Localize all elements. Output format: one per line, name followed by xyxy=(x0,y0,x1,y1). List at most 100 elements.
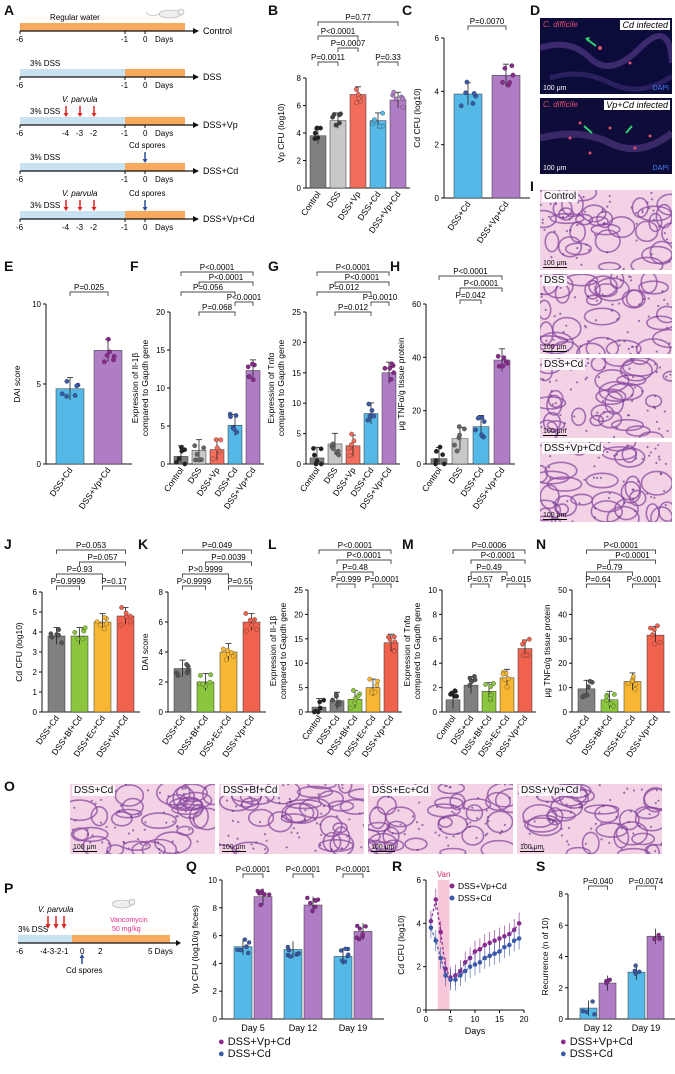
histology-image: DSS+Vp+Cd 100 μm xyxy=(517,784,662,854)
fluor-scale-top: 100 μm xyxy=(543,85,567,92)
data-point xyxy=(443,973,448,978)
data-point xyxy=(82,625,88,631)
data-point xyxy=(318,446,324,452)
data-point xyxy=(391,370,396,376)
fluor-dapi-top: DAPI xyxy=(652,85,669,92)
vp-dose-arrow-icon xyxy=(91,207,97,211)
histology-image: DSS+Bf+Cd 100 μm xyxy=(219,784,364,854)
data-point xyxy=(250,361,255,367)
data-point xyxy=(434,448,439,454)
data-point xyxy=(102,615,107,620)
data-point xyxy=(400,96,406,101)
p-value: P<0.0001 xyxy=(236,865,271,874)
bar xyxy=(453,93,483,199)
data-point xyxy=(247,617,253,623)
treatment-label: 3% DSS xyxy=(30,153,60,162)
data-point xyxy=(523,652,529,658)
histology-texture xyxy=(540,358,672,438)
p-value: P=0.999 xyxy=(331,575,362,584)
data-point xyxy=(367,413,373,419)
p-value: P<0.0001 xyxy=(345,273,380,282)
data-point xyxy=(231,426,237,432)
bar xyxy=(253,896,273,1020)
fluor-group-label-bottom: Vp+Cd infected xyxy=(604,100,670,110)
fluor-texture-top xyxy=(540,33,672,92)
recovery-bar xyxy=(125,117,185,125)
arrow-head-icon xyxy=(193,216,199,222)
chart-root: 0 5 10 15 20 25 Expression of Tnfα compared to … xyxy=(266,263,400,511)
vp-label: V. parvula xyxy=(62,189,98,198)
legend-marker xyxy=(449,895,455,901)
data-point xyxy=(507,931,512,937)
data-point xyxy=(56,632,61,638)
arrow-head-icon xyxy=(176,940,181,946)
data-point xyxy=(351,438,357,444)
data-point xyxy=(250,377,256,383)
data-point xyxy=(288,954,293,959)
p-value: P=0.79 xyxy=(597,563,623,572)
data-point xyxy=(433,938,439,943)
y-tick-label: 4 xyxy=(435,87,440,96)
data-point xyxy=(355,92,361,97)
data-point xyxy=(629,678,635,684)
data-point xyxy=(234,429,240,435)
bar xyxy=(349,94,367,189)
fluor-scale-bottom: 100 μm xyxy=(543,165,567,172)
x-tick-label: Control xyxy=(162,465,186,493)
significance-bracket: P=0.012 xyxy=(334,303,372,316)
x-tick-label: 10 xyxy=(471,1015,480,1024)
y-tick-label: 6 xyxy=(559,921,564,930)
significance-bracket: P<0.0001 xyxy=(317,27,359,40)
data-point xyxy=(386,634,391,640)
x-tick-label: Control xyxy=(299,189,323,217)
histology-texture xyxy=(219,784,364,854)
cd-label: Cd spores xyxy=(129,189,165,198)
scale-bar-label: 100 μm xyxy=(222,844,246,852)
data-point xyxy=(437,444,443,450)
y-axis-label: Expression of Tnfα xyxy=(402,615,412,686)
p-value: P=0.57 xyxy=(467,575,493,584)
panel-l-chart: 0 5 10 15 20 25 Expression of Il-1β compared to… xyxy=(268,541,402,777)
data-point xyxy=(295,951,301,957)
data-point xyxy=(458,973,463,978)
data-point xyxy=(656,932,661,938)
data-point xyxy=(509,63,515,69)
y-tick-label: 40 xyxy=(558,610,567,619)
x-tick-label: 20 xyxy=(520,1015,529,1024)
chart-root: 0 2 4 6 8 10 Expression of Tnfα compared to Gap… xyxy=(402,541,536,759)
data-point xyxy=(366,401,372,407)
legend-entry: DSS+Vp+Cd xyxy=(458,881,507,891)
cd-label: Cd spores xyxy=(66,966,102,975)
p-value: P=0.55 xyxy=(227,577,253,586)
data-point xyxy=(472,949,478,954)
panel-r-chart: Van 0 2 4 6 0 5 10 15 20 Days Cd CFU (log10) DSS+Vp+… xyxy=(392,864,532,1069)
y-tick-label: 3 xyxy=(33,648,38,657)
p-value: P=0.015 xyxy=(501,575,532,584)
y-tick-label: 5 xyxy=(299,684,304,693)
data-point xyxy=(101,626,107,632)
data-point xyxy=(440,452,445,458)
panel-letter-b: B xyxy=(268,2,279,18)
y-tick-label: 6 xyxy=(433,635,438,644)
y-axis-label: Expression of Tnfα xyxy=(266,352,276,423)
histology-label: DSS xyxy=(542,275,567,286)
tick-label: 2 xyxy=(98,947,103,956)
x-tick-label: DSS+Vp+Cd xyxy=(77,465,113,511)
data-point xyxy=(365,417,371,423)
significance-bracket: P<0.0001 xyxy=(586,541,656,554)
p-value: P=0.64 xyxy=(585,575,611,584)
data-point xyxy=(354,100,360,105)
data-point xyxy=(208,672,214,678)
tick-label: -2 xyxy=(90,129,98,138)
data-point xyxy=(127,613,133,619)
data-point xyxy=(400,104,406,110)
y-tick-label: 6 xyxy=(159,618,164,627)
data-point xyxy=(192,443,198,449)
p-value: P<0.0001 xyxy=(347,551,382,560)
y-axis-label: μg TNFα/g tissue protein xyxy=(542,604,552,698)
vp-dose-arrow-icon xyxy=(63,113,69,117)
p-value: P<0.0001 xyxy=(321,27,356,36)
data-point xyxy=(346,952,351,957)
